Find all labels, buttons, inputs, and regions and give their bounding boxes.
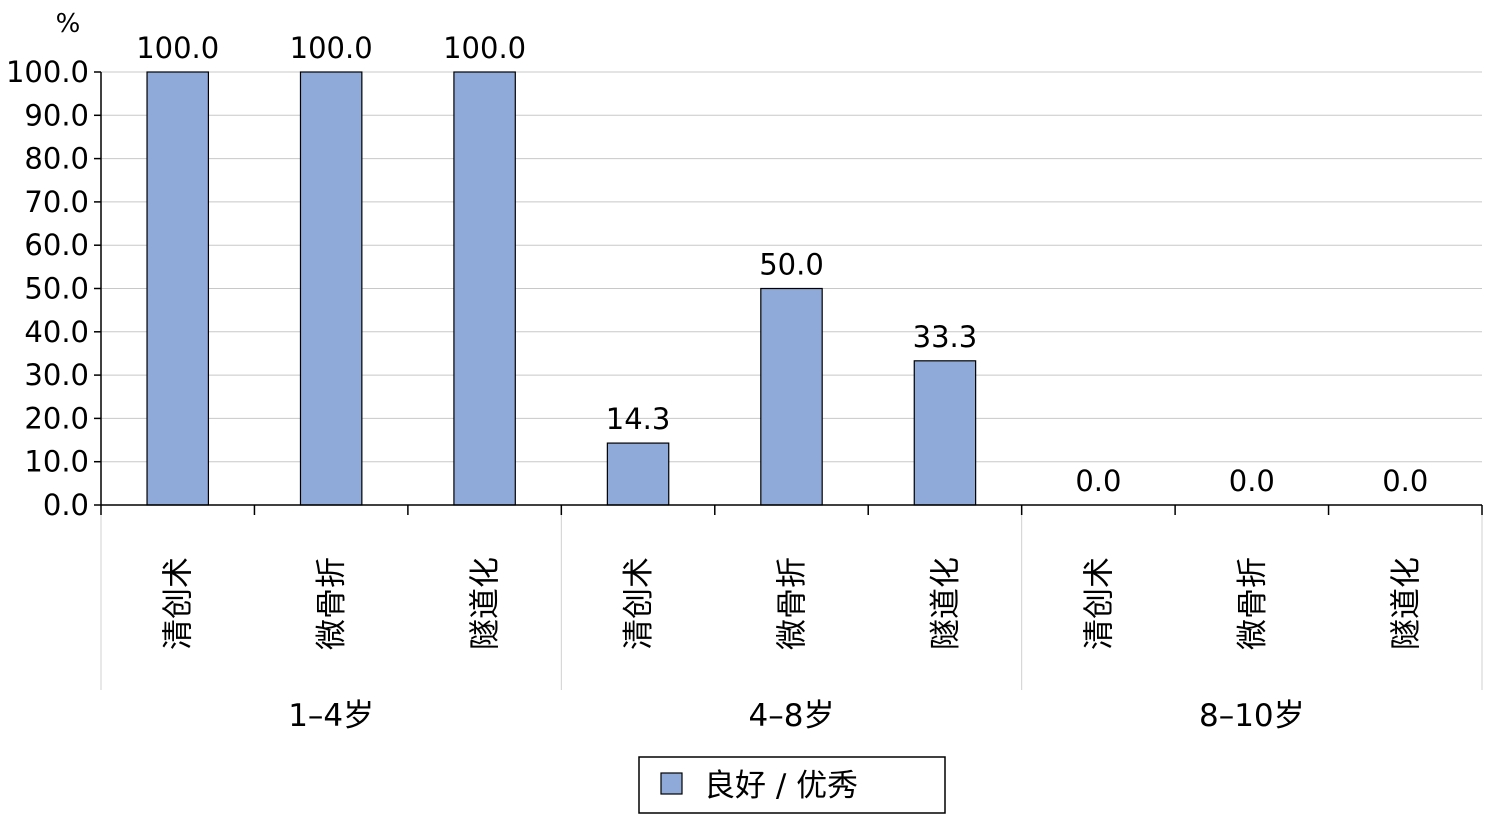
data-label: 100.0 xyxy=(290,31,373,65)
category-label: 清创术 xyxy=(621,557,657,650)
legend-box xyxy=(638,756,946,814)
y-axis-unit: % xyxy=(56,9,81,39)
data-label: 0.0 xyxy=(1075,464,1121,498)
y-tick-label: 30.0 xyxy=(24,358,89,392)
bar xyxy=(146,71,210,506)
group-label: 4–8岁 xyxy=(749,698,835,734)
category-label: 微骨折 xyxy=(775,557,811,650)
axes xyxy=(94,71,1483,515)
bar xyxy=(299,71,363,506)
bar xyxy=(913,360,977,506)
labels: 0.0 10.0 20.0 30.0 40.0 50.0 60.0 70.0 80.0 90.0 1… xyxy=(6,31,1428,734)
y-tick-label: 0.0 xyxy=(43,488,89,522)
y-tick-label: 70.0 xyxy=(24,185,89,219)
data-label: 0.0 xyxy=(1229,464,1275,498)
data-label: 14.3 xyxy=(606,402,671,436)
data-label: 0.0 xyxy=(1382,464,1428,498)
bar xyxy=(453,71,516,506)
data-label: 100.0 xyxy=(136,31,219,65)
data-label: 33.3 xyxy=(913,320,978,354)
category-label: 隧道化 xyxy=(928,557,964,650)
legend-swatch xyxy=(660,772,683,795)
data-label: 50.0 xyxy=(759,248,824,282)
category-label: 隧道化 xyxy=(468,557,504,650)
y-tick-label: 80.0 xyxy=(24,142,89,176)
data-label: 100.0 xyxy=(443,31,526,65)
y-tick-label: 90.0 xyxy=(24,98,89,132)
bar xyxy=(606,442,670,506)
category-label: 微骨折 xyxy=(314,557,350,650)
y-tick-label: 10.0 xyxy=(24,445,89,479)
legend: 良好 / 优秀 xyxy=(638,756,946,814)
y-tick-label: 50.0 xyxy=(24,272,89,306)
category-label: 清创术 xyxy=(161,557,197,650)
group-label: 1–4岁 xyxy=(288,698,374,734)
y-tick-label: 40.0 xyxy=(24,315,89,349)
y-tick-label: 60.0 xyxy=(24,228,89,262)
legend-entry: 良好 / 优秀 xyxy=(704,768,858,804)
category-label: 清创术 xyxy=(1081,557,1117,650)
bar xyxy=(760,287,823,506)
group-label: 8–10岁 xyxy=(1199,698,1305,734)
bars xyxy=(146,71,977,506)
category-label: 隧道化 xyxy=(1388,557,1424,650)
y-tick-label: 100.0 xyxy=(6,55,89,89)
y-tick-label: 20.0 xyxy=(24,401,89,435)
category-label: 微骨折 xyxy=(1235,557,1271,650)
